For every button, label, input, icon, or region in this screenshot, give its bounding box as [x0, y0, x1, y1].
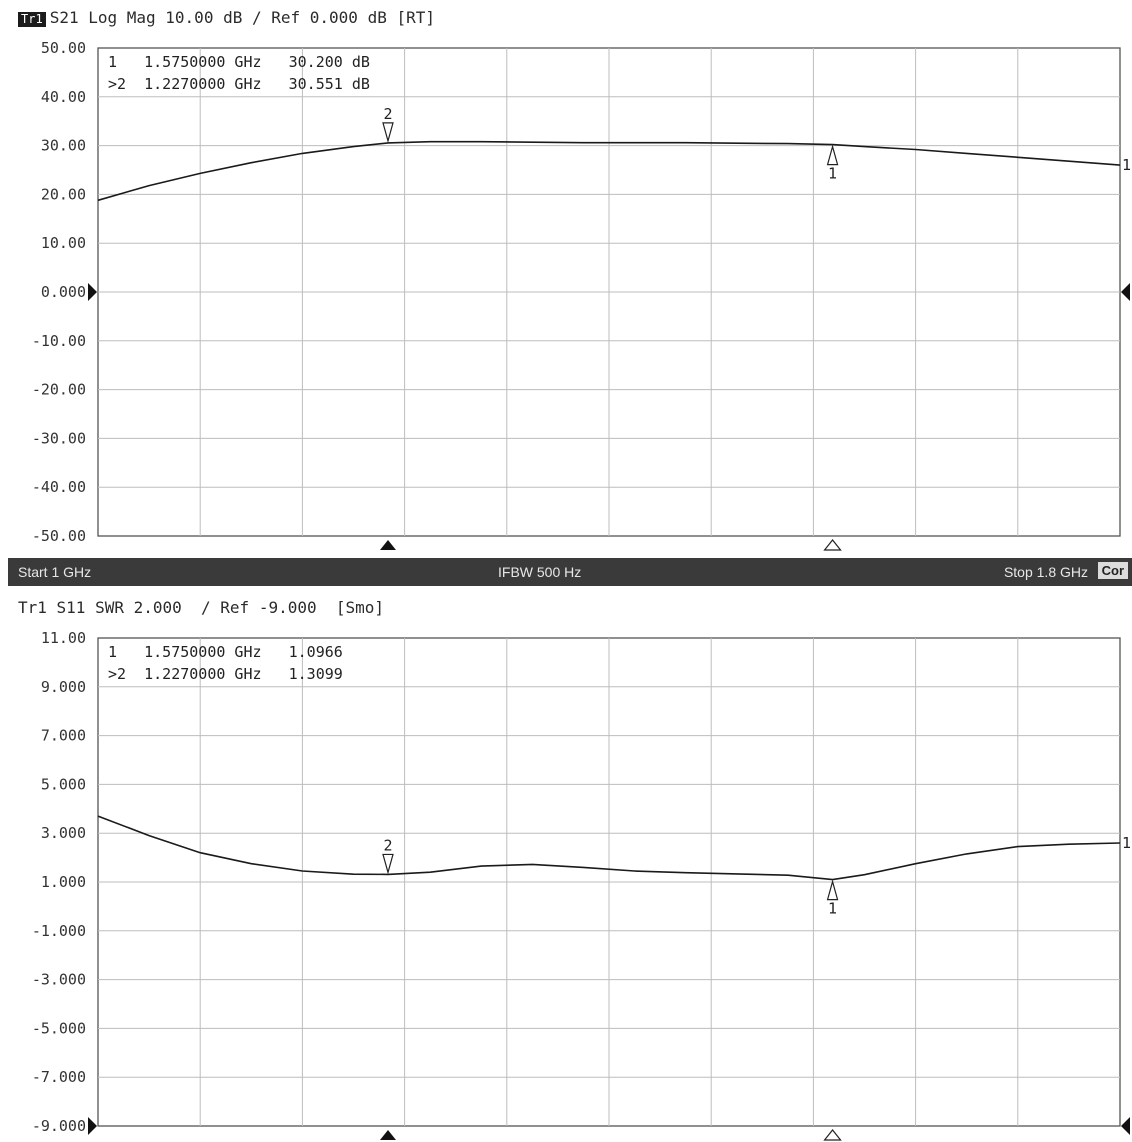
y-tick-label: 10.00 [41, 234, 86, 252]
y-tick-label: 30.00 [41, 137, 86, 155]
y-tick-label: -20.00 [32, 381, 86, 399]
trace-line [97, 815, 1121, 881]
marker-1-position-indicator [823, 1129, 842, 1141]
bottom-trace-title: Tr1 S11 SWR 2.000 / Ref -9.000 [Smo] [18, 598, 385, 617]
y-tick-label: 1.000 [41, 873, 86, 891]
top-trace-title: S21 Log Mag 10.00 dB / Ref 0.000 dB [RT] [49, 8, 435, 27]
marker-1-position-indicator [823, 539, 842, 551]
marker-readout-1: 1 1.5750000 GHz 1.0966 [108, 643, 343, 661]
s21-log-mag-chart: 50.00 40.00 30.00 20.00 10.00 0.000 -10.00 -20.… [32, 39, 1131, 551]
ref-level-arrow-right [1121, 1117, 1130, 1135]
marker-2-label: 2 [383, 105, 392, 123]
y-tick-label: 0.000 [41, 283, 86, 301]
y-tick-label: -3.000 [32, 971, 86, 989]
marker-2-label: 2 [383, 836, 392, 854]
ref-level-arrow-right [1121, 283, 1130, 301]
y-tick-label: 5.000 [41, 775, 86, 793]
ref-level-arrow-left [88, 283, 97, 301]
marker-1-symbol [826, 144, 839, 166]
y-tick-label: 7.000 [41, 727, 86, 745]
y-tick-label: -1.000 [32, 922, 86, 940]
status-bar: Start 1 GHz IFBW 500 Hz Stop 1.8 GHz Cor [8, 558, 1132, 586]
stop-frequency[interactable]: Stop 1.8 GHz [1003, 564, 1088, 580]
marker-readout-1: 1 1.5750000 GHz 30.200 dB [108, 53, 370, 71]
y-tick-label: 3.000 [41, 824, 86, 842]
y-tick-label: -7.000 [32, 1068, 86, 1086]
marker-2-symbol [382, 853, 394, 875]
y-tick-label: -9.000 [32, 1117, 86, 1135]
trace-badge[interactable]: Tr1 [18, 12, 46, 27]
y-tick-label: -40.00 [32, 478, 86, 496]
ifbw-setting[interactable]: IFBW 500 Hz [498, 564, 582, 580]
trace-number-label: 1 [1122, 156, 1131, 174]
marker-1-symbol [826, 879, 839, 901]
y-tick-label: 50.00 [41, 39, 86, 57]
trace-line [97, 140, 1121, 202]
y-tick-label: -5.000 [32, 1019, 86, 1037]
y-tick-label: 9.000 [41, 678, 86, 696]
y-tick-label: 40.00 [41, 88, 86, 106]
y-tick-label: 11.00 [41, 629, 86, 647]
marker-1-label: 1 [828, 900, 837, 918]
correction-indicator[interactable]: Cor [1097, 562, 1128, 579]
y-tick-label: 20.00 [41, 185, 86, 203]
marker-2-position-indicator [379, 1130, 396, 1140]
marker-1-label: 1 [828, 165, 837, 183]
trace-number-label: 1 [1122, 834, 1131, 852]
y-tick-label: -30.00 [32, 429, 86, 447]
marker-readout-2: >2 1.2270000 GHz 30.551 dB [108, 75, 370, 93]
marker-readout-2: >2 1.2270000 GHz 1.3099 [108, 665, 343, 683]
marker-2-symbol [382, 122, 394, 144]
ref-level-arrow-left [88, 1117, 97, 1135]
marker-2-position-indicator [379, 540, 396, 550]
top-trace-header: Tr1 S21 Log Mag 10.00 dB / Ref 0.000 dB [… [18, 8, 435, 27]
y-tick-label: -10.00 [32, 332, 86, 350]
y-tick-label: -50.00 [32, 527, 86, 545]
start-frequency[interactable]: Start 1 GHz [18, 564, 92, 580]
bottom-trace-header: Tr1 S11 SWR 2.000 / Ref -9.000 [Smo] [18, 598, 384, 617]
